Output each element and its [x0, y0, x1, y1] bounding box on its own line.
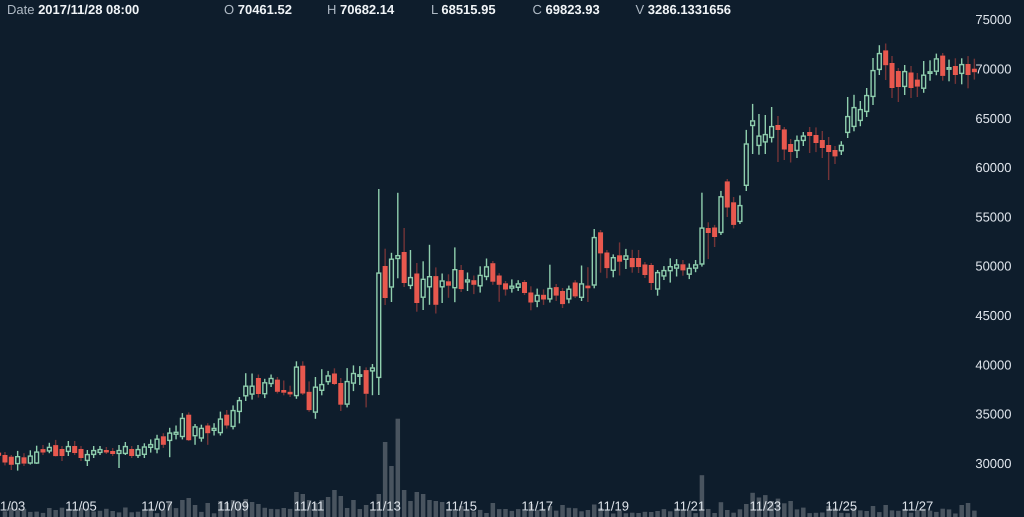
- svg-text:75000: 75000: [975, 12, 1011, 27]
- svg-text:40000: 40000: [975, 357, 1011, 372]
- svg-text:11/19: 11/19: [597, 499, 629, 514]
- svg-text:L 68515.95: L 68515.95: [431, 2, 496, 17]
- svg-text:11/27: 11/27: [902, 499, 934, 514]
- svg-text:11/13: 11/13: [369, 499, 401, 514]
- svg-text:11/05: 11/05: [65, 499, 97, 514]
- svg-text:11/11: 11/11: [294, 499, 325, 514]
- svg-text:70000: 70000: [975, 61, 1011, 76]
- svg-text:35000: 35000: [975, 407, 1011, 422]
- svg-text:V 3286.1331656: V 3286.1331656: [636, 2, 731, 17]
- svg-text:11/07: 11/07: [141, 499, 173, 514]
- svg-text:11/09: 11/09: [217, 499, 249, 514]
- svg-text:11/17: 11/17: [521, 499, 553, 514]
- svg-text:11/23: 11/23: [750, 499, 782, 514]
- svg-text:11/15: 11/15: [445, 499, 477, 514]
- svg-text:65000: 65000: [975, 111, 1011, 126]
- svg-text:H 70682.14: H 70682.14: [327, 2, 395, 17]
- svg-text:C 69823.93: C 69823.93: [533, 2, 600, 17]
- svg-text:50000: 50000: [975, 259, 1011, 274]
- svg-text:45000: 45000: [975, 308, 1011, 323]
- svg-text:30000: 30000: [975, 456, 1011, 471]
- svg-text:11/25: 11/25: [826, 499, 858, 514]
- svg-text:55000: 55000: [975, 209, 1011, 224]
- svg-text:Date 2017/11/28 08:00: Date 2017/11/28 08:00: [7, 2, 139, 17]
- svg-text:11/21: 11/21: [674, 499, 706, 514]
- svg-text:O 70461.52: O 70461.52: [224, 2, 292, 17]
- svg-text:60000: 60000: [975, 160, 1011, 175]
- svg-text:11/03: 11/03: [0, 499, 25, 514]
